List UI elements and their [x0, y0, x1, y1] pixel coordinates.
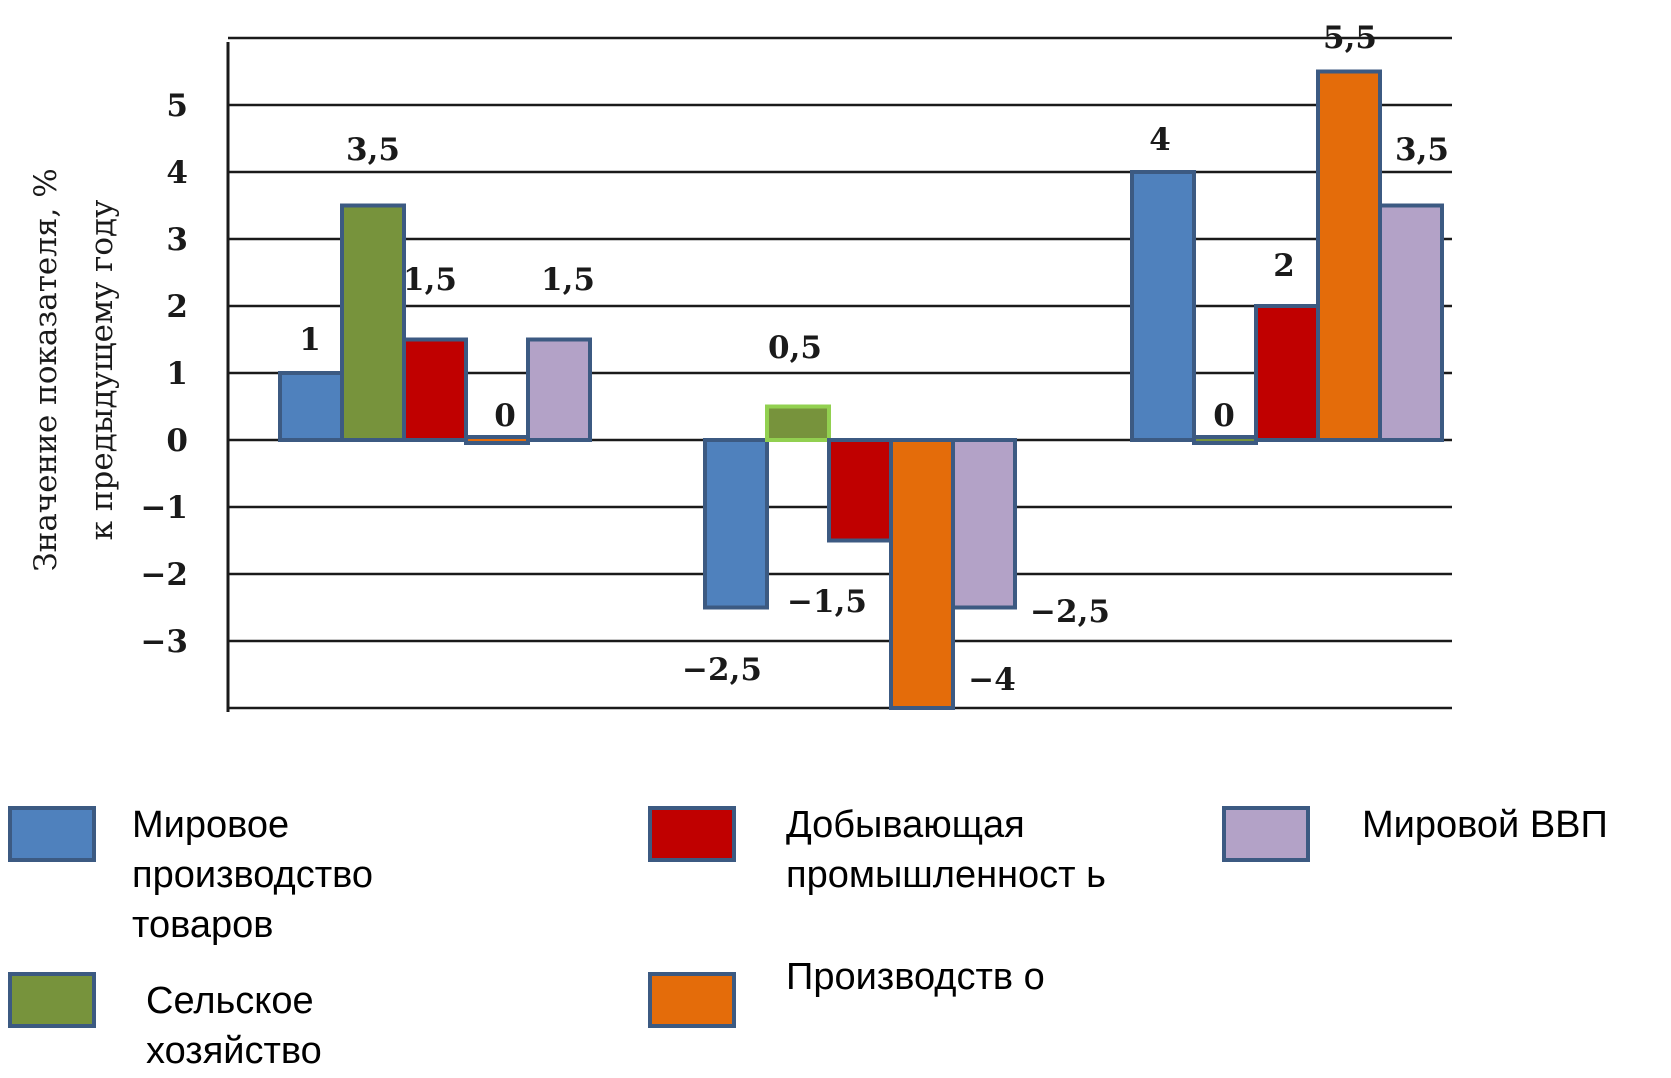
data-label: −1,5: [787, 584, 867, 620]
y-axis-title-line-2: к предыдущему году: [84, 200, 120, 541]
data-label: −4: [968, 662, 1016, 698]
data-label: 5,5: [1323, 20, 1377, 56]
data-label: 0: [1213, 398, 1235, 434]
legend-label-gdp: Мировой ВВП: [1362, 804, 1608, 846]
data-label: 3,5: [1395, 132, 1449, 168]
bar: [402, 337, 468, 442]
bars: [278, 69, 1444, 710]
y-tick-label: −1: [140, 490, 188, 526]
y-tick-label: 0: [166, 423, 188, 459]
bar: [951, 438, 1017, 610]
bar: [1378, 203, 1444, 442]
bar: [703, 438, 769, 610]
data-label: −2,5: [682, 652, 762, 688]
bar: [1192, 435, 1258, 445]
legend-label-mining: Добывающая промышленност ь: [786, 804, 1106, 896]
data-label: 3,5: [346, 132, 400, 168]
data-label: 4: [1149, 122, 1171, 158]
data-label: 2: [1273, 248, 1295, 284]
y-tick-label: 2: [166, 289, 188, 325]
legend-swatch-mining: [648, 806, 736, 862]
legend: Мировое производство товаров Сельское хо…: [0, 790, 1671, 1078]
bar: [340, 203, 406, 442]
legend-label-agriculture: Сельское хозяйство: [146, 980, 322, 1072]
legend-label-manufacturing: Производств о: [786, 956, 1045, 998]
data-label: 0,5: [768, 330, 822, 366]
legend-label-goods: Мировое производство товаров: [132, 804, 374, 946]
y-tick-label: −3: [140, 624, 188, 660]
data-labels: 1 −2,5 4 3,5 0,5 0 1,5 −1,5 2 0 −4 5,5 1,5 −2,5 3,5: [299, 20, 1449, 698]
y-tick-label: 3: [166, 222, 188, 258]
legend-swatch-goods: [8, 806, 96, 862]
bar: [827, 438, 893, 543]
y-tick-label: 5: [166, 88, 188, 124]
y-axis-title: Значение показателя, % к предыдущему год…: [28, 168, 120, 571]
y-tick-label: −2: [140, 557, 188, 593]
data-label: 1,5: [541, 262, 595, 298]
legend-swatch-manufacturing: [648, 972, 736, 1028]
bar: [889, 438, 955, 710]
y-tick-label: 1: [166, 356, 188, 392]
bar: [1316, 69, 1382, 442]
bar: [464, 435, 530, 445]
bar: [278, 371, 344, 442]
y-tick-label: 4: [166, 155, 188, 191]
data-label: 1,5: [403, 262, 457, 298]
bar-chart: 5 4 3 2 1 0 −1 −2 −3 1 −2,5 4 3,5 0,5 0 1,5 −1,5 2 0 −4 5,5…: [28, 20, 1452, 712]
data-label: −2,5: [1030, 594, 1110, 630]
bar: [526, 337, 592, 442]
legend-swatch-agriculture: [8, 972, 96, 1028]
bar: [1130, 170, 1196, 442]
bar: [765, 404, 831, 442]
bar: [1254, 304, 1320, 442]
data-label: 0: [494, 398, 516, 434]
y-axis-title-line-1: Значение показателя, %: [28, 168, 64, 571]
legend-swatch-gdp: [1222, 806, 1310, 862]
data-label: 1: [299, 322, 321, 358]
y-tick-labels: 5 4 3 2 1 0 −1 −2 −3: [140, 88, 188, 660]
